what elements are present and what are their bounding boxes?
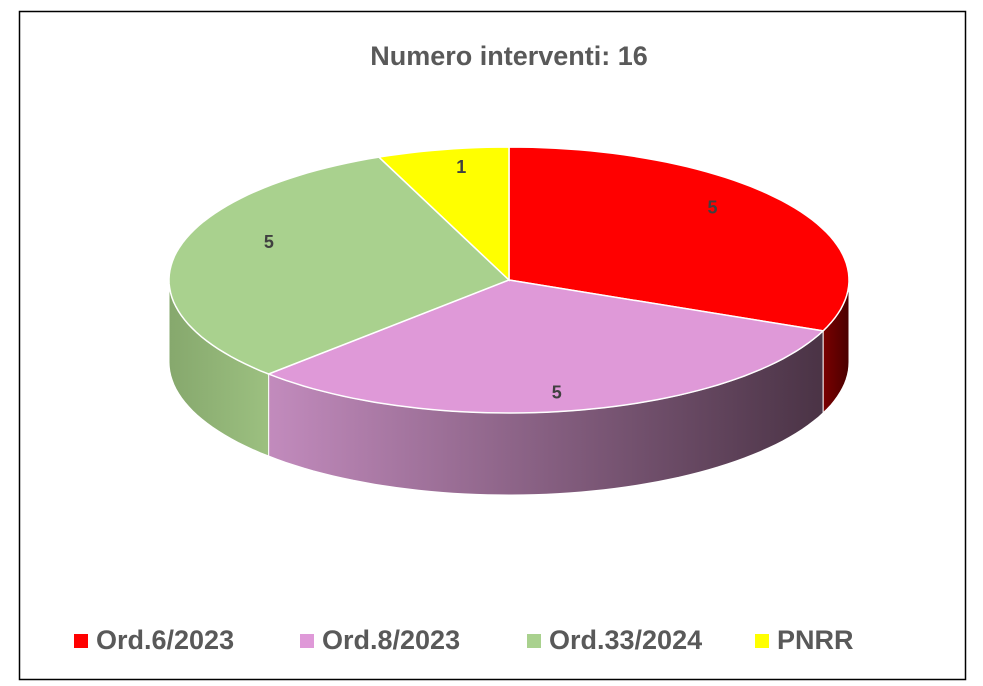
legend-label: Ord.33/2024 [549, 625, 702, 655]
data-label: 1 [456, 157, 466, 177]
slice [508, 146, 850, 332]
slice [168, 156, 511, 375]
legend-swatch [74, 634, 88, 648]
legend-swatch [527, 634, 541, 648]
slice [377, 146, 510, 282]
data-label: 5 [264, 232, 274, 252]
legend-label: PNRR [777, 625, 854, 655]
legend-swatch [755, 634, 769, 648]
slice [266, 279, 825, 414]
legend-swatch [300, 634, 314, 648]
data-label: 5 [552, 383, 562, 403]
legend-label: Ord.8/2023 [322, 625, 460, 655]
chart-title: Numero interventi: 16 [370, 41, 648, 71]
legend-label: Ord.6/2023 [96, 625, 234, 655]
data-label: 5 [708, 198, 718, 218]
